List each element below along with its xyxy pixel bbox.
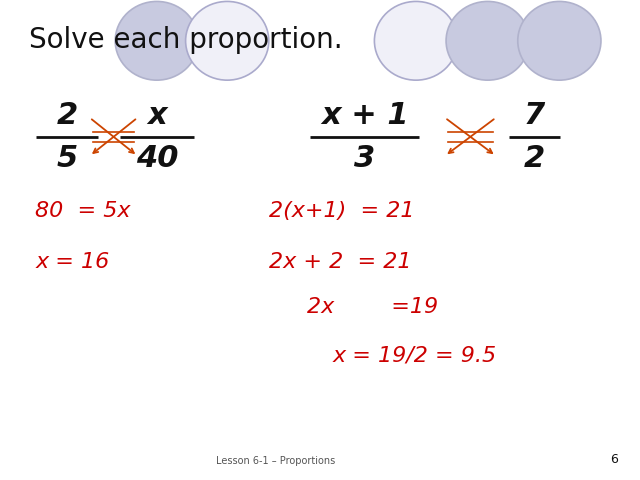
Text: 2x        =19: 2x =19 (307, 297, 438, 317)
Text: 80  = 5x: 80 = 5x (35, 201, 131, 221)
Ellipse shape (186, 1, 269, 80)
Ellipse shape (115, 1, 198, 80)
Text: x: x (147, 101, 166, 130)
Text: 2(x+1)  = 21: 2(x+1) = 21 (269, 201, 414, 221)
Text: 2: 2 (524, 144, 545, 173)
Text: 3: 3 (354, 144, 376, 173)
Text: 7: 7 (524, 101, 545, 130)
Text: Lesson 6-1 – Proportions: Lesson 6-1 – Proportions (216, 456, 335, 466)
Ellipse shape (374, 1, 458, 80)
Text: 2x + 2  = 21: 2x + 2 = 21 (269, 252, 412, 272)
Ellipse shape (518, 1, 601, 80)
Text: 40: 40 (136, 144, 178, 173)
Text: x = 16: x = 16 (35, 252, 109, 272)
Text: 5: 5 (56, 144, 78, 173)
Text: x = 19/2 = 9.5: x = 19/2 = 9.5 (333, 345, 497, 365)
Text: Solve each proportion.: Solve each proportion. (29, 26, 342, 54)
Text: x + 1: x + 1 (321, 101, 408, 130)
Text: 2: 2 (56, 101, 78, 130)
Ellipse shape (446, 1, 529, 80)
Text: 6: 6 (610, 453, 618, 466)
